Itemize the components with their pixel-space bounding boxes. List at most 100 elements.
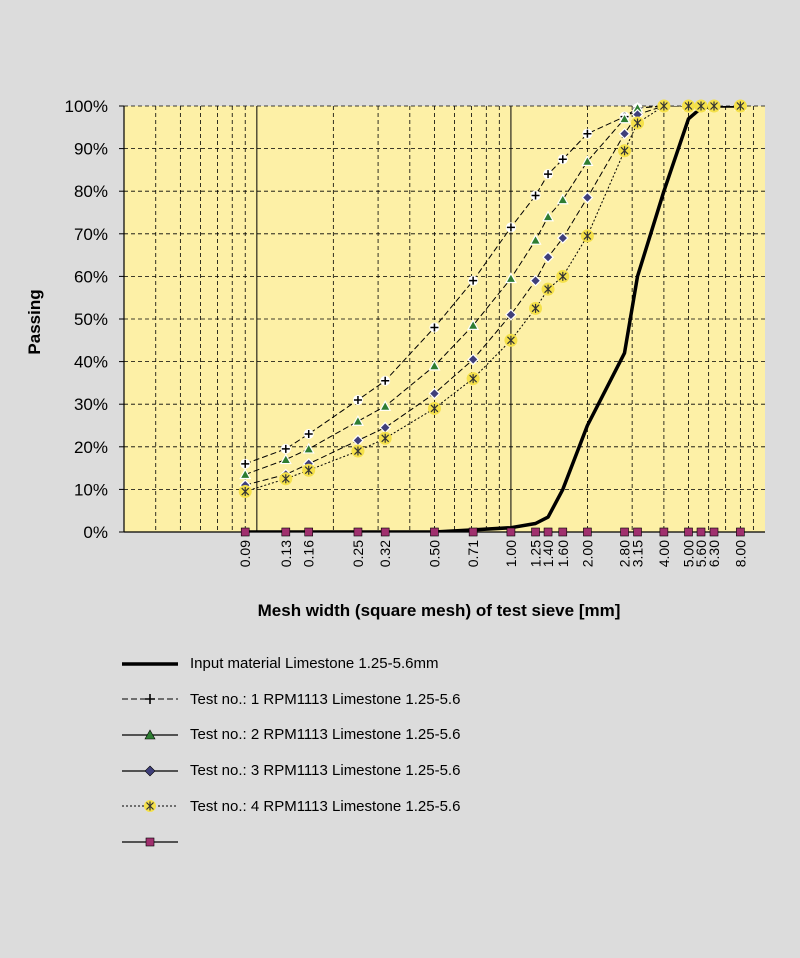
- data-point-test-4: [351, 444, 365, 458]
- x-tick-label: 0.16: [301, 540, 317, 567]
- data-point-test-2: [379, 400, 392, 411]
- data-point-sieve-sizes: [468, 527, 478, 537]
- x-tick-label: 0.50: [426, 540, 442, 567]
- data-point-test-2: [351, 415, 364, 426]
- data-point-test-2: [279, 453, 292, 465]
- data-point-test-3: [556, 232, 569, 244]
- data-point-test-4: [378, 431, 392, 445]
- legend-symbol-input-material: [122, 662, 178, 666]
- x-tick-label: 2.00: [579, 540, 595, 567]
- data-point-test-2: [618, 112, 631, 124]
- x-axis-ticks: 0.09 0.13 0.16 0.25 0.32 0.50 0.71 1.00 1.251.40…: [237, 540, 748, 567]
- legend-symbol-test-2: [122, 729, 178, 740]
- data-point-test-2: [302, 442, 315, 454]
- x-tick-label: 0.13: [278, 540, 294, 567]
- y-tick-label: 50%: [74, 310, 108, 329]
- x-tick-label: 0.25: [350, 540, 366, 567]
- data-point-sieve-sizes: [583, 527, 592, 537]
- data-point-test-4: [466, 372, 480, 386]
- legend-label-test-3: Test no.: 3 RPM1113 Limestone 1.25-5.6: [190, 762, 461, 780]
- legend-item-input-material: Input material Limestone 1.25-5.6mm: [120, 646, 640, 682]
- data-point-sieve-sizes: [696, 527, 706, 537]
- data-point-test-4: [504, 333, 518, 347]
- data-point-sieve-sizes: [353, 527, 363, 537]
- legend-symbol-test-3: [122, 765, 178, 777]
- data-point-test-4: [556, 269, 570, 283]
- data-point-test-4: [427, 401, 441, 415]
- data-point-test-1: [530, 190, 541, 201]
- data-point-test-1: [543, 169, 554, 180]
- x-axis-label: Mesh width (square mesh) of test sieve […: [258, 601, 621, 620]
- data-point-test-1: [280, 443, 291, 454]
- y-tick-label: 0%: [83, 523, 108, 542]
- legend-label-test-1: Test no.: 1 RPM1113 Limestone 1.25-5.6: [190, 690, 461, 708]
- data-point-test-2: [467, 319, 480, 330]
- data-point-test-4: [529, 301, 543, 315]
- x-tick-label: 0.71: [465, 540, 481, 567]
- y-tick-label: 30%: [74, 395, 108, 414]
- data-point-test-1: [240, 458, 251, 469]
- legend-item-test-1: Test no.: 1 RPM1113 Limestone 1.25-5.6: [120, 682, 640, 718]
- data-point-test-3: [542, 251, 554, 264]
- x-tick-label: 0.09: [237, 540, 253, 567]
- y-tick-label: 20%: [74, 438, 108, 457]
- data-point-sieve-sizes: [543, 527, 553, 537]
- legend-symbol-test-4: [122, 800, 178, 813]
- y-tick-label: 80%: [74, 182, 108, 201]
- x-tick-label: 0.32: [377, 540, 393, 567]
- data-point-test-1: [380, 375, 391, 386]
- data-point-sieve-sizes: [709, 527, 719, 537]
- data-point-test-4: [302, 463, 316, 477]
- data-point-sieve-sizes: [633, 527, 642, 537]
- x-tick-label: 1.60: [555, 540, 571, 567]
- data-point-test-4: [694, 99, 708, 113]
- data-point-test-1: [303, 429, 314, 440]
- data-point-test-2: [581, 155, 594, 166]
- data-point-sieve-sizes: [380, 527, 390, 537]
- y-tick-label: 90%: [74, 140, 108, 159]
- legend-item-test-4: Test no.: 4 RPM1113 Limestone 1.25-5.6: [120, 788, 640, 824]
- data-point-test-3: [505, 308, 517, 321]
- y-axis-ticks: 0% 10% 20% 30% 40% 50% 60% 70% 80% 90% 100%: [65, 97, 108, 542]
- data-point-test-2: [239, 468, 252, 480]
- data-point-test-4: [631, 116, 645, 130]
- data-point-sieve-sizes: [620, 527, 629, 537]
- legend-symbol-test-1: [122, 694, 178, 705]
- y-tick-label: 40%: [74, 353, 108, 372]
- data-point-test-4: [238, 485, 252, 499]
- legend-symbol-sieve-sizes: [122, 837, 178, 847]
- data-point-test-3: [618, 127, 631, 140]
- data-point-test-1: [429, 322, 440, 333]
- y-tick-label: 10%: [74, 480, 108, 499]
- data-point-sieve-sizes: [506, 527, 516, 537]
- x-tick-label: 1.40: [540, 540, 556, 567]
- data-point-test-4: [733, 99, 747, 113]
- x-tick-label: 5.00: [681, 540, 697, 567]
- legend-item-sieve-sizes: [120, 824, 640, 860]
- data-point-sieve-sizes: [736, 527, 745, 537]
- data-point-sieve-sizes: [240, 527, 250, 537]
- legend-item-test-2: Test no.: 2 RPM1113 Limestone 1.25-5.6: [120, 717, 640, 753]
- data-point-test-3: [581, 191, 594, 204]
- x-tick-label: 8.00: [732, 540, 748, 567]
- y-axis-label: Passing: [25, 289, 44, 354]
- x-tick-label: 1.25: [528, 540, 544, 567]
- data-point-test-2: [428, 359, 441, 371]
- data-point-test-4: [580, 229, 594, 243]
- x-tick-label: 1.00: [503, 540, 519, 567]
- plot-background: [124, 106, 765, 532]
- grid: [124, 106, 765, 532]
- data-point-sieve-sizes: [659, 527, 669, 537]
- data-point-sieve-sizes: [684, 527, 693, 537]
- legend: Input material Limestone 1.25-5.6mm Test…: [120, 646, 640, 860]
- data-point-test-2: [542, 210, 555, 222]
- data-point-test-1: [582, 128, 593, 139]
- data-point-test-3: [467, 353, 479, 366]
- x-tick-label: 3.15: [630, 540, 646, 567]
- x-tick-label: 2.80: [617, 540, 633, 567]
- y-tick-label: 70%: [74, 225, 108, 244]
- data-point-sieve-sizes: [281, 527, 291, 537]
- data-point-sieve-sizes: [558, 527, 568, 537]
- data-point-test-4: [541, 282, 555, 296]
- y-tick-label: 100%: [65, 97, 108, 116]
